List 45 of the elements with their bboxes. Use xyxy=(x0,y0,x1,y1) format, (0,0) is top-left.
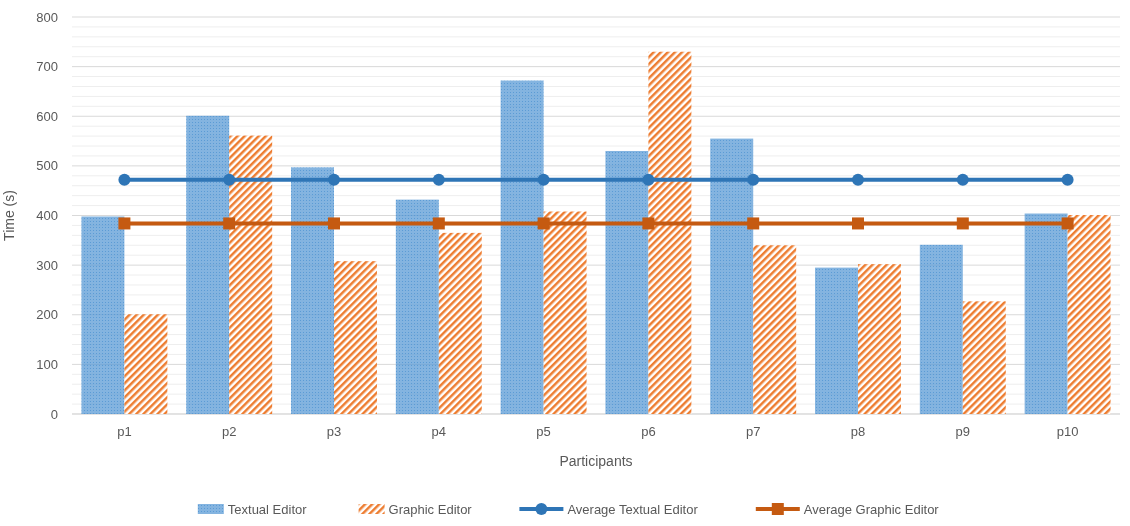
x-tick-label: p7 xyxy=(745,424,761,439)
bar xyxy=(291,167,334,414)
bar xyxy=(500,80,544,414)
bar xyxy=(605,150,649,414)
y-tick-label: 200 xyxy=(36,307,58,323)
x-tick-label: p3 xyxy=(326,424,342,439)
bar xyxy=(438,232,482,414)
y-tick-label: 700 xyxy=(36,59,58,75)
x-tick-label: p4 xyxy=(431,424,447,439)
y-tick-label: 300 xyxy=(36,257,58,273)
x-tick-label: p1 xyxy=(117,424,132,439)
bar xyxy=(334,261,377,414)
bar xyxy=(124,314,168,414)
y-tick-label: 800 xyxy=(36,9,58,25)
bar xyxy=(1024,213,1068,414)
x-tick-label: p8 xyxy=(850,424,866,439)
legend-label: Average Graphic Editor xyxy=(803,502,940,517)
y-axis-title: Time (s) xyxy=(1,190,17,241)
y-tick-label: 500 xyxy=(36,158,58,174)
y-tick-label: 100 xyxy=(36,356,58,372)
bar xyxy=(815,267,858,414)
bar xyxy=(1067,215,1111,414)
x-tick-label: p5 xyxy=(536,424,551,439)
bar xyxy=(186,115,230,414)
bar xyxy=(710,138,754,414)
x-tick-label: p2 xyxy=(221,424,237,439)
bar xyxy=(962,301,1006,414)
legend-label: Textual Editor xyxy=(227,502,308,517)
bar xyxy=(919,244,963,414)
bar xyxy=(395,199,439,414)
y-tick-label: 400 xyxy=(36,208,58,224)
y-tick-label: 0 xyxy=(50,406,58,422)
bar xyxy=(648,51,692,414)
x-axis-title: Participants xyxy=(559,453,633,469)
x-tick-label: p6 xyxy=(641,424,656,439)
x-tick-label: p10 xyxy=(1056,424,1079,439)
bar xyxy=(858,264,901,414)
legend-label: Average Textual Editor xyxy=(567,502,699,517)
y-tick-label: 600 xyxy=(36,108,58,124)
x-tick-label: p9 xyxy=(955,424,971,439)
bar xyxy=(229,135,273,414)
bar xyxy=(81,216,125,414)
bar xyxy=(543,211,587,414)
bar xyxy=(753,245,797,414)
legend-label: Graphic Editor xyxy=(388,502,473,517)
